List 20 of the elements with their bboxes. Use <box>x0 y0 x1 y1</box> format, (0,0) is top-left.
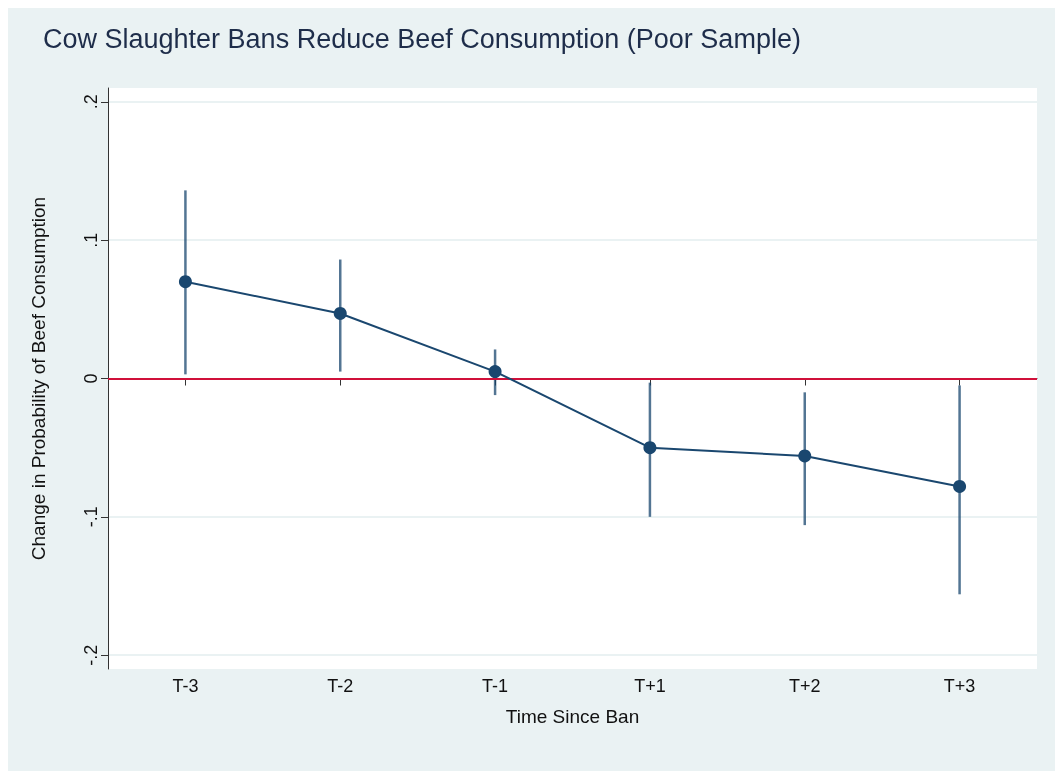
y-tick-label: .2 <box>81 94 101 110</box>
x-axis-title: Time Since Ban <box>505 706 640 727</box>
x-tick-label: T-2 <box>327 676 354 696</box>
chart-title: Cow Slaughter Bans Reduce Beef Consumption (Poor Sample) <box>43 23 801 54</box>
point <box>488 365 502 379</box>
y-tick-label: .1 <box>81 232 101 248</box>
y-tick-label: -.2 <box>81 644 101 666</box>
point <box>333 306 347 320</box>
x-tick-label: T-3 <box>172 676 199 696</box>
y-axis-title: Change in Probability of Beef Consumption <box>28 196 49 561</box>
point <box>178 275 192 289</box>
point <box>953 479 967 493</box>
y-tick-label: 0 <box>81 373 101 384</box>
x-tick-label: T+1 <box>634 676 666 696</box>
point <box>643 441 657 455</box>
point <box>798 449 812 463</box>
y-tick-label: -.1 <box>81 506 101 528</box>
x-tick-label: T-1 <box>482 676 509 696</box>
x-tick-label: T+3 <box>943 676 976 696</box>
x-tick-label: T+2 <box>788 676 821 696</box>
